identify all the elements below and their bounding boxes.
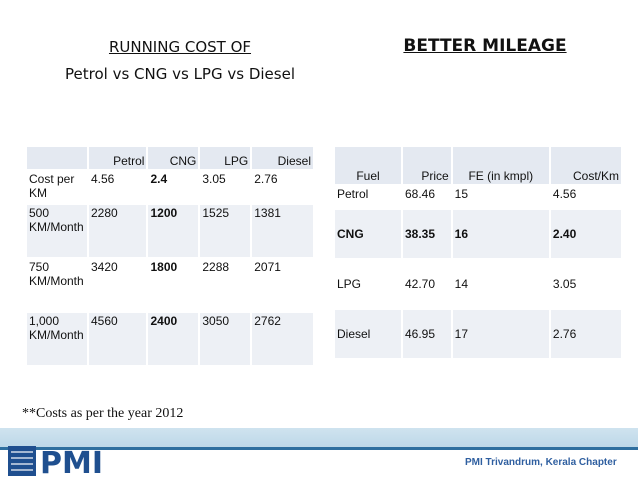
- row-label: 1,000 KM/Month: [27, 313, 87, 365]
- table-row: LPG 42.70 14 3.05: [335, 260, 621, 308]
- table-cell: 42.70: [403, 260, 451, 308]
- table-cell: 2.4: [148, 171, 199, 203]
- table-row: Petrol 68.46 15 4.56: [335, 186, 621, 208]
- table-cell: Petrol: [335, 186, 401, 208]
- table-cell: CNG: [335, 210, 401, 258]
- logo-globe-block: [8, 446, 36, 476]
- table-row: Cost per KM 4.56 2.4 3.05 2.76: [27, 171, 313, 203]
- table-row: CNG 38.35 16 2.40: [335, 210, 621, 258]
- table-cell: 1200: [148, 205, 199, 257]
- header-cell: CNG: [148, 147, 199, 169]
- table-cell: 46.95: [403, 310, 451, 358]
- row-label: 750 KM/Month: [27, 259, 87, 311]
- table-cell: 2.40: [550, 210, 621, 258]
- header-cell: Diesel: [252, 147, 313, 169]
- table-header-row: Petrol CNG LPG Diesel: [27, 147, 313, 169]
- running-cost-title: RUNNING COST OF Petrol vs CNG vs LPG vs …: [30, 34, 330, 88]
- chapter-name: PMI Trivandrum, Kerala Chapter: [465, 457, 617, 468]
- header-cell: Price: [403, 147, 451, 184]
- table-cell: 4.56: [550, 186, 621, 208]
- better-mileage-title: BETTER MILEAGE: [403, 36, 567, 56]
- pmi-logo: PMI: [8, 446, 103, 476]
- table-cell: LPG: [335, 260, 401, 308]
- running-cost-title-line1: RUNNING COST OF: [108, 38, 252, 56]
- table-cell: 3420: [89, 259, 147, 311]
- table-cell: 14: [452, 260, 549, 308]
- table-row: 1,000 KM/Month 4560 2400 3050 2762: [27, 313, 313, 365]
- mileage-table: Fuel Price FE (in kmpl) Cost/Km Petrol 6…: [333, 145, 623, 360]
- table-cell: 2280: [89, 205, 147, 257]
- table-row: 750 KM/Month 3420 1800 2288 2071: [27, 259, 313, 311]
- table-cell: 2071: [252, 259, 313, 311]
- table-cell: 4.56: [89, 171, 147, 203]
- logo-text: PMI: [40, 446, 103, 476]
- row-label: 500 KM/Month: [27, 205, 87, 257]
- table-cell: 4560: [89, 313, 147, 365]
- table-cell: 3.05: [200, 171, 251, 203]
- table-row: Diesel 46.95 17 2.76: [335, 310, 621, 358]
- table-cell: 1525: [200, 205, 251, 257]
- footer-band: [0, 428, 638, 479]
- running-cost-title-line2: Petrol vs CNG vs LPG vs Diesel: [65, 65, 295, 83]
- table-cell: 3050: [200, 313, 251, 365]
- table-cell: 68.46: [403, 186, 451, 208]
- footnote: **Costs as per the year 2012: [22, 406, 184, 421]
- table-cell: Diesel: [335, 310, 401, 358]
- table-cell: 16: [452, 210, 549, 258]
- header-cell: Cost/Km: [550, 147, 621, 184]
- table-cell: 2.76: [252, 171, 313, 203]
- footer-divider: [0, 447, 638, 450]
- table-cell: 3.05: [550, 260, 621, 308]
- table-cell: 1800: [148, 259, 199, 311]
- header-cell: [27, 147, 87, 169]
- header-cell: Fuel: [335, 147, 401, 184]
- table-cell: 1381: [252, 205, 313, 257]
- header-cell: Petrol: [89, 147, 147, 169]
- table-cell: 15: [452, 186, 549, 208]
- table-cell: 2400: [148, 313, 199, 365]
- running-cost-table: Petrol CNG LPG Diesel Cost per KM 4.56 2…: [25, 145, 315, 367]
- header-cell: FE (in kmpl): [452, 147, 549, 184]
- table-header-row: Fuel Price FE (in kmpl) Cost/Km: [335, 147, 621, 184]
- table-cell: 2288: [200, 259, 251, 311]
- header-cell: LPG: [200, 147, 251, 169]
- table-cell: 2.76: [550, 310, 621, 358]
- table-cell: 38.35: [403, 210, 451, 258]
- row-label: Cost per KM: [27, 171, 87, 203]
- table-cell: 17: [452, 310, 549, 358]
- table-row: 500 KM/Month 2280 1200 1525 1381: [27, 205, 313, 257]
- table-cell: 2762: [252, 313, 313, 365]
